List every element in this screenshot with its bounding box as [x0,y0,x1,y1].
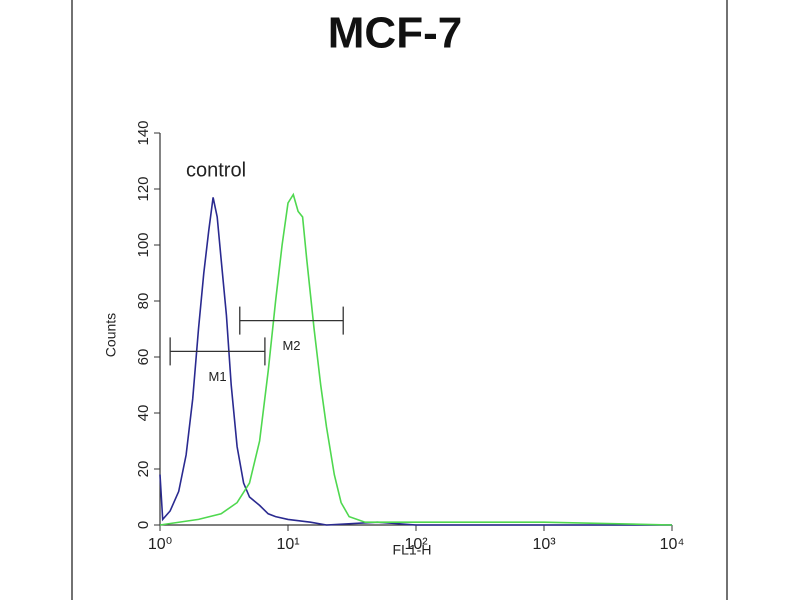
gate-label: M2 [282,338,300,353]
x-tick-label: 10⁴ [660,536,685,553]
y-tick-label: 100 [135,232,152,257]
y-tick-label: 0 [135,521,152,529]
y-tick-label: 140 [135,120,152,145]
y-tick-label: 20 [135,461,152,478]
y-tick-label: 40 [135,405,152,422]
histogram-line [159,197,672,526]
y-tick-label: 120 [135,176,152,201]
y-axis-label: Counts [103,313,119,357]
x-tick-label: 10² [404,536,428,553]
x-tick-label: 10¹ [276,536,299,553]
y-tick-label: 60 [135,349,152,366]
control-annotation: control [186,159,246,181]
x-axis-label: FL1-H [393,542,432,558]
gate-label: M1 [208,369,226,384]
x-tick-label: 10⁰ [148,536,172,553]
y-tick-label: 80 [135,293,152,310]
chart-title: MCF-7 [328,9,462,58]
x-tick-label: 10³ [532,536,556,553]
histogram-line [159,192,673,526]
